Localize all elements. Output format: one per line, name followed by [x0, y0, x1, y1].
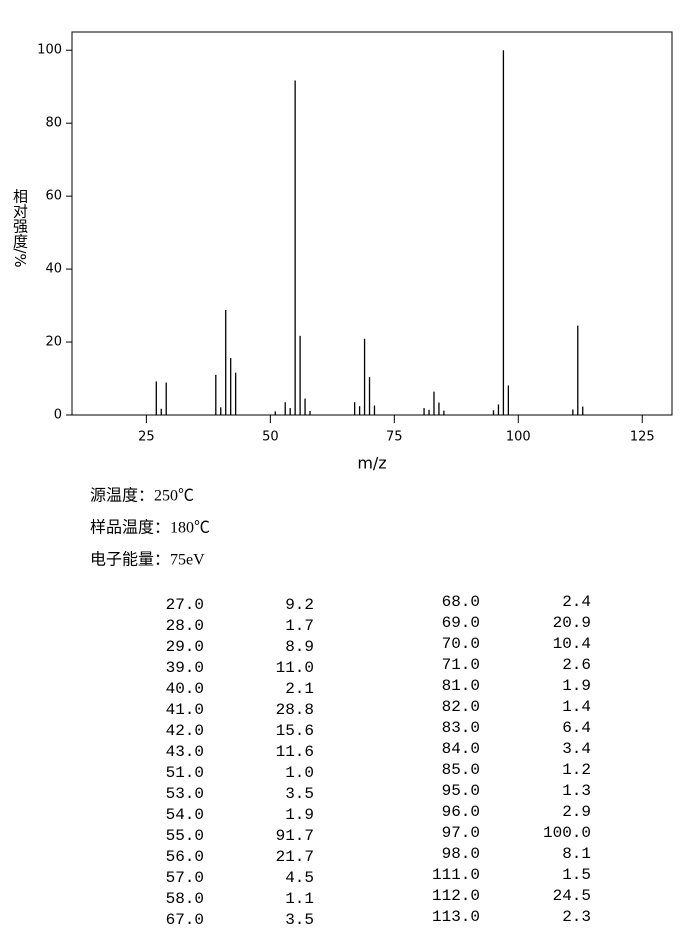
mz-cell: 41.0: [166, 701, 204, 719]
y-tick-label: 20: [45, 335, 62, 350]
x-tick-label: 125: [630, 430, 655, 445]
mz-cell: 28.0: [166, 617, 204, 635]
mz-cell: 70.0: [442, 635, 480, 653]
intensity-cell: 4.5: [285, 869, 314, 887]
intensity-cell: 2.9: [562, 803, 591, 821]
mz-cell: 112.0: [432, 887, 480, 905]
intensity-cell: 1.9: [562, 677, 591, 695]
intensity-cell: 2.3: [562, 908, 591, 926]
intensity-cell: 28.8: [276, 701, 314, 719]
intensity-cell: 24.5: [553, 887, 591, 905]
x-tick-label: 25: [138, 430, 155, 445]
mz-cell: 84.0: [442, 740, 480, 758]
intensity-cell: 3.5: [285, 911, 314, 929]
intensity-cell: 3.4: [562, 740, 591, 758]
intensity-cell: 91.7: [276, 827, 314, 845]
mz-cell: 111.0: [432, 866, 480, 884]
y-tick-label: 40: [45, 262, 62, 277]
intensity-cell: 1.5: [562, 866, 591, 884]
intensity-cell: 8.1: [562, 845, 591, 863]
y-tick-label: 0: [54, 408, 62, 423]
intensity-cell: 8.9: [285, 638, 314, 656]
mz-cell: 29.0: [166, 638, 204, 656]
intensity-cell: 1.3: [562, 782, 591, 800]
intensity-cell: 100.0: [543, 824, 591, 842]
intensity-cell: 2.4: [562, 593, 591, 611]
condition: 源温度：250℃: [90, 487, 194, 505]
mz-cell: 68.0: [442, 593, 480, 611]
intensity-cell: 1.7: [285, 617, 314, 635]
x-axis-label: m/z: [357, 454, 386, 473]
x-tick-label: 75: [386, 430, 403, 445]
intensity-cell: 1.1: [285, 890, 314, 908]
y-tick-label: 60: [45, 189, 62, 204]
mz-cell: 27.0: [166, 596, 204, 614]
x-tick-label: 100: [506, 430, 531, 445]
mz-cell: 42.0: [166, 722, 204, 740]
condition: 电子能量：75eV: [90, 551, 205, 569]
mz-cell: 53.0: [166, 785, 204, 803]
intensity-cell: 2.6: [562, 656, 591, 674]
mz-cell: 85.0: [442, 761, 480, 779]
intensity-cell: 3.5: [285, 785, 314, 803]
mz-cell: 67.0: [166, 911, 204, 929]
x-tick-label: 50: [262, 430, 279, 445]
intensity-cell: 9.2: [285, 596, 314, 614]
intensity-cell: 2.1: [285, 680, 314, 698]
mz-cell: 81.0: [442, 677, 480, 695]
mz-cell: 39.0: [166, 659, 204, 677]
intensity-cell: 20.9: [553, 614, 591, 632]
mz-cell: 71.0: [442, 656, 480, 674]
mz-cell: 98.0: [442, 845, 480, 863]
intensity-cell: 1.0: [285, 764, 314, 782]
intensity-cell: 21.7: [276, 848, 314, 866]
mz-cell: 95.0: [442, 782, 480, 800]
intensity-cell: 1.4: [562, 698, 591, 716]
condition: 样品温度：180℃: [90, 519, 210, 537]
intensity-cell: 11.0: [276, 659, 314, 677]
y-tick-label: 80: [45, 116, 62, 131]
intensity-cell: 1.2: [562, 761, 591, 779]
mz-cell: 82.0: [442, 698, 480, 716]
mz-cell: 96.0: [442, 803, 480, 821]
mz-cell: 113.0: [432, 908, 480, 926]
plot-frame: [71, 31, 673, 416]
mz-cell: 58.0: [166, 890, 204, 908]
mz-cell: 54.0: [166, 806, 204, 824]
mz-cell: 57.0: [166, 869, 204, 887]
intensity-cell: 1.9: [285, 806, 314, 824]
mz-cell: 51.0: [166, 764, 204, 782]
mz-cell: 83.0: [442, 719, 480, 737]
mz-cell: 55.0: [166, 827, 204, 845]
mz-cell: 69.0: [442, 614, 480, 632]
intensity-cell: 11.6: [276, 743, 314, 761]
mz-cell: 97.0: [442, 824, 480, 842]
mz-cell: 43.0: [166, 743, 204, 761]
mz-cell: 56.0: [166, 848, 204, 866]
intensity-cell: 10.4: [553, 635, 591, 653]
y-axis-label: 相对强度/%: [11, 188, 29, 267]
intensity-cell: 15.6: [276, 722, 314, 740]
mz-cell: 40.0: [166, 680, 204, 698]
intensity-cell: 6.4: [562, 719, 591, 737]
y-tick-label: 100: [37, 43, 62, 58]
